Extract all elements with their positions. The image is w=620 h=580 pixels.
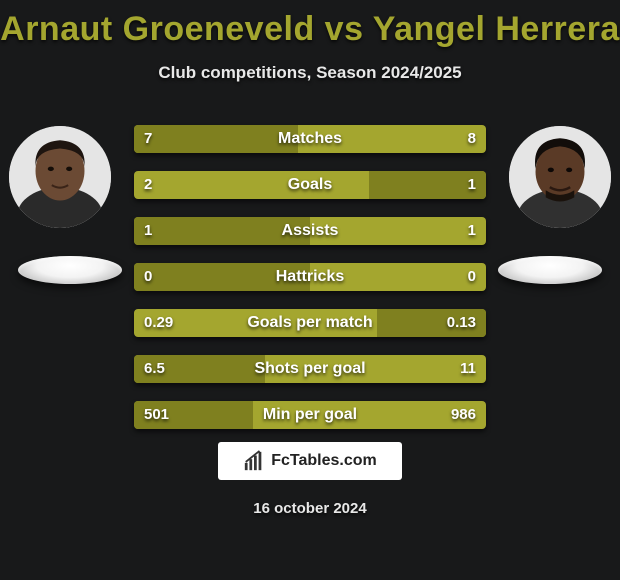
- stat-row: 501986Min per goal: [134, 401, 486, 429]
- player-left-club-badge: [18, 256, 122, 284]
- page-title: Arnaut Groeneveld vs Yangel Herrera: [0, 0, 620, 49]
- stat-label: Min per goal: [134, 401, 486, 429]
- stat-label: Matches: [134, 125, 486, 153]
- stat-row: 21Goals: [134, 171, 486, 199]
- player-left-avatar: [9, 126, 111, 228]
- brand-text: FcTables.com: [271, 452, 377, 470]
- player-right-avatar: [509, 126, 611, 228]
- stat-row: 00Hattricks: [134, 263, 486, 291]
- stat-label: Hattricks: [134, 263, 486, 291]
- stat-label: Assists: [134, 217, 486, 245]
- stat-label: Shots per goal: [134, 355, 486, 383]
- brand-chart-icon: [243, 450, 265, 472]
- date-label: 16 october 2024: [0, 500, 620, 517]
- stat-label: Goals: [134, 171, 486, 199]
- avatar-left-icon: [9, 126, 111, 228]
- stat-row: 78Matches: [134, 125, 486, 153]
- avatar-right-icon: [509, 126, 611, 228]
- brand-badge: FcTables.com: [218, 442, 402, 480]
- stat-row: 6.511Shots per goal: [134, 355, 486, 383]
- player-right-club-badge: [498, 256, 602, 284]
- stat-row: 0.290.13Goals per match: [134, 309, 486, 337]
- stat-row: 11Assists: [134, 217, 486, 245]
- stat-label: Goals per match: [134, 309, 486, 337]
- page-subtitle: Club competitions, Season 2024/2025: [0, 63, 620, 83]
- stats-container: 78Matches 21Goals 11Assists 00Hattricks 0.29…: [134, 125, 486, 447]
